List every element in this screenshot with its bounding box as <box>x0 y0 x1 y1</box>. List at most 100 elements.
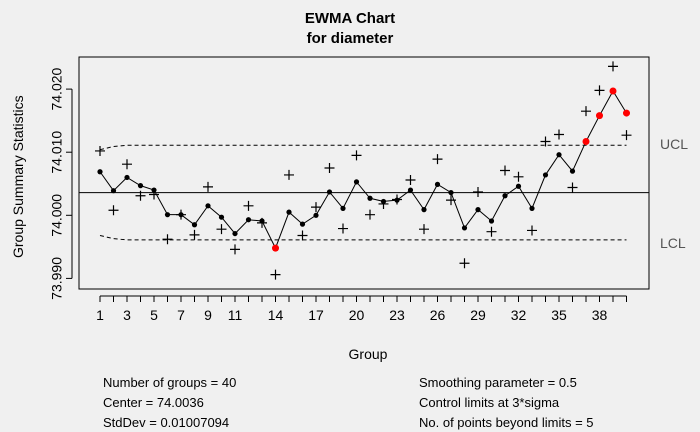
statistic-point <box>527 225 537 236</box>
ewma-point <box>286 209 292 215</box>
statistic-point <box>567 182 578 193</box>
data-marks <box>95 61 632 280</box>
ewma-point <box>488 218 495 224</box>
ewma-point <box>461 225 468 231</box>
ewma-point <box>367 195 373 201</box>
x-tick-label: 14 <box>268 307 284 323</box>
x-tick-label: 26 <box>430 307 446 323</box>
x-tick-label: 3 <box>123 307 131 323</box>
statistic-point <box>500 165 510 176</box>
stat-groups: Number of groups = 40 <box>103 375 237 390</box>
ewma-point <box>259 218 265 224</box>
x-tick-label: 23 <box>389 307 405 323</box>
x-axis-label: Group <box>348 346 388 362</box>
statistic-point <box>203 181 213 192</box>
statistic-point <box>189 229 200 240</box>
x-tick-label: 17 <box>308 307 324 323</box>
ewma-point <box>353 179 360 185</box>
ewma-point <box>178 212 184 218</box>
statistic-point <box>216 224 227 235</box>
lcl-label: LCL <box>660 235 686 251</box>
ewma-point-beyond-limit <box>609 87 617 95</box>
ewma-point-beyond-limit <box>582 137 590 145</box>
statistic-point <box>311 202 321 213</box>
x-tick-label: 7 <box>177 307 185 323</box>
chart-title: EWMA Chart <box>304 10 396 27</box>
statistic-point <box>405 174 416 185</box>
statistic-point <box>621 130 632 141</box>
statistic-point <box>608 61 618 72</box>
statistic-point <box>230 244 240 255</box>
ewma-point <box>340 205 346 211</box>
statistic-point <box>419 224 429 235</box>
ewma-point <box>232 230 238 237</box>
statistic-point <box>162 234 173 245</box>
ewma-point <box>299 221 306 227</box>
ewma-point <box>380 198 387 205</box>
ewma-point <box>205 203 211 209</box>
statistic-point <box>513 171 524 182</box>
ewma-point <box>569 168 576 174</box>
statistic-point <box>486 226 497 237</box>
ewma-point <box>434 181 441 187</box>
x-tick-label: 9 <box>204 307 212 323</box>
statistic-point <box>459 258 470 269</box>
ewma-point <box>137 183 144 189</box>
y-axis-label: Group Summary Statistics <box>10 95 26 258</box>
ewma-point <box>124 174 130 181</box>
y-tick-label: 73.990 <box>49 257 65 300</box>
ucl-label: UCL <box>660 136 689 152</box>
ewma-point <box>448 189 454 196</box>
plot-frame <box>78 56 650 290</box>
stat-center: Center = 74.0036 <box>103 395 204 410</box>
lcl-line <box>99 235 627 241</box>
x-tick-label: 5 <box>150 307 158 323</box>
statistic-point <box>554 129 564 140</box>
ewma-point-beyond-limit <box>623 109 630 117</box>
statistic-point <box>135 190 146 201</box>
stat-control-limits: Control limits at 3*sigma <box>419 395 560 410</box>
statistic-point <box>351 150 362 161</box>
x-tick-label: 11 <box>228 307 243 323</box>
control-limits <box>79 144 649 241</box>
y-tick-label: 74.020 <box>49 67 65 110</box>
ewma-point <box>542 172 549 178</box>
statistic-point <box>270 269 281 280</box>
statistic-point <box>473 186 483 197</box>
x-tick-label: 38 <box>592 307 608 323</box>
ewma-point <box>191 222 198 228</box>
axes: 1 3 5 7 9 11 14 17 20 23 26 29 32 35 3873.99074.00074.… <box>49 67 627 323</box>
ewma-point <box>151 187 157 193</box>
ewma-point <box>407 187 414 193</box>
stat-beyond-limits: No. of points beyond limits = 5 <box>419 415 594 430</box>
statistic-point <box>540 136 551 147</box>
statistic-point <box>122 159 132 170</box>
ewma-point <box>326 189 333 195</box>
x-tick-label: 20 <box>349 307 365 323</box>
statistic-point <box>365 209 375 220</box>
stat-stddev: StdDev = 0.01007094 <box>103 415 230 430</box>
ewma-point <box>475 207 481 213</box>
statistic-point <box>284 169 294 180</box>
statistic-point <box>581 106 591 117</box>
statistic-point <box>338 223 348 234</box>
ucl-line <box>99 144 627 151</box>
stat-smoothing: Smoothing parameter = 0.5 <box>419 375 577 390</box>
x-tick-label: 32 <box>511 307 527 323</box>
ewma-point <box>313 212 319 218</box>
ewma-point <box>218 214 225 220</box>
statistic-point <box>446 195 456 206</box>
statistic-point <box>594 85 605 96</box>
statistic-point <box>95 145 105 156</box>
ewma-point <box>164 212 171 218</box>
ewma-point <box>97 169 103 175</box>
statistic-point <box>324 162 335 173</box>
x-tick-label: 1 <box>96 307 104 323</box>
y-tick-label: 74.000 <box>49 194 65 237</box>
ewma-point <box>421 207 427 213</box>
ewma-point-beyond-limit <box>596 112 603 120</box>
statistic-point <box>297 230 308 241</box>
statistic-point <box>243 200 254 211</box>
x-tick-label: 35 <box>551 307 567 323</box>
